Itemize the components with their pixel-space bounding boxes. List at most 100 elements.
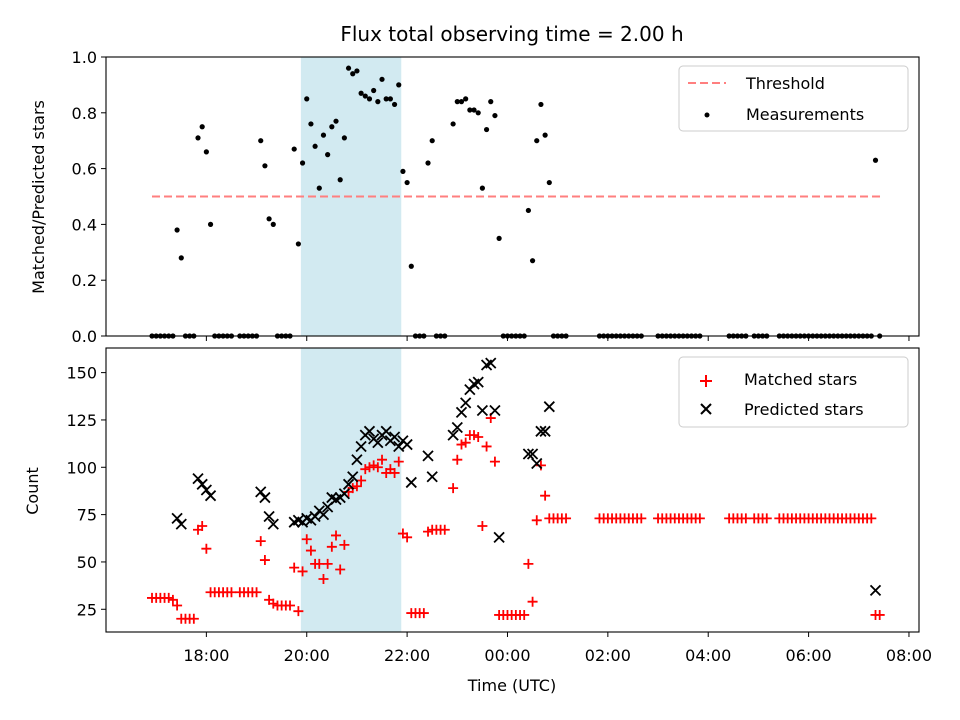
matched-point — [439, 524, 450, 535]
predicted-point — [869, 584, 882, 596]
matched-point — [322, 558, 333, 569]
measurement-point — [538, 101, 544, 108]
measurement-point — [371, 87, 377, 94]
predicted-point — [422, 450, 434, 462]
predicted-point — [522, 448, 535, 460]
measurement-point — [350, 71, 356, 77]
predicted-point — [342, 478, 355, 490]
matched-point — [201, 543, 212, 554]
predicted-point — [347, 471, 359, 483]
count-y-tick-label: 75 — [77, 506, 97, 525]
ratio-y-tick-label: 0.4 — [72, 215, 97, 234]
measurement-point — [329, 124, 335, 130]
measurement-point — [525, 207, 531, 214]
measurement-point — [488, 99, 494, 105]
measurement-point — [203, 149, 209, 155]
ratio-y-tick-label: 0.0 — [72, 327, 97, 346]
count-y-tick-label: 125 — [66, 411, 97, 430]
matched-point — [448, 483, 459, 494]
measurement-point — [463, 96, 469, 102]
measurement-point — [450, 121, 456, 127]
measurement-point — [358, 90, 364, 96]
ratio-y-ticks: 0.0 0.2 0.4 0.6 0.8 1.0 — [72, 48, 106, 346]
measurement-point — [345, 65, 352, 71]
predicted-point — [267, 518, 279, 530]
predicted-point — [196, 478, 208, 490]
predicted-point — [489, 404, 501, 417]
legend-threshold-label: Threshold — [745, 74, 825, 93]
ratio-y-tick-label: 0.8 — [72, 104, 97, 123]
measurement-point — [429, 138, 435, 144]
predicted-point — [472, 376, 484, 388]
predicted-points — [171, 357, 882, 596]
ratio-y-tick-label: 0.2 — [72, 271, 97, 290]
measurement-point — [375, 99, 381, 105]
matched-point — [636, 513, 647, 524]
measurement-point — [341, 135, 347, 141]
matched-point — [331, 530, 342, 541]
matched-point — [172, 600, 183, 611]
predicted-point — [175, 518, 187, 530]
measurement-point — [362, 93, 368, 99]
count-x-tick-label: 04:00 — [685, 646, 731, 665]
matched-point — [418, 608, 429, 619]
predicted-point — [171, 512, 183, 525]
count-y-tick-label: 100 — [66, 458, 97, 477]
predicted-point — [476, 404, 489, 417]
predicted-point — [255, 486, 267, 498]
measurement-point — [366, 96, 373, 102]
measurement-point — [295, 241, 301, 247]
count-legend-box — [678, 356, 909, 428]
matched-point — [197, 520, 208, 531]
predicted-point — [526, 448, 539, 460]
matched-point — [519, 609, 530, 620]
matched-point — [540, 490, 551, 501]
count-x-tick-label: 08:00 — [886, 646, 932, 665]
measurement-point — [178, 255, 184, 261]
count-y-ticks: 25 50 75 100 125 150 — [66, 364, 106, 619]
predicted-point — [447, 429, 459, 441]
measurement-point — [467, 107, 473, 113]
ratio-panel: 0.0 0.2 0.4 0.6 0.8 1.0 Matched/Predicted sta… — [29, 48, 920, 346]
predicted-point — [531, 457, 543, 470]
matched-point — [489, 456, 500, 467]
count-x-ticks: 18:00 20:00 22:00 00:00 02:00 04:00 06:00 08:00 — [183, 632, 932, 665]
matched-point — [377, 454, 388, 465]
measurement-point — [483, 126, 490, 133]
predicted-point — [259, 491, 271, 504]
predicted-point — [388, 431, 401, 443]
measurement-point — [266, 216, 272, 222]
ratio-legend-box — [678, 65, 909, 132]
predicted-point — [393, 440, 405, 453]
matched-point — [259, 555, 270, 566]
predicted-point — [204, 490, 217, 502]
measurement-point — [534, 138, 540, 144]
matched-point — [561, 513, 572, 524]
chart-title: Flux total observing time = 2.00 h — [340, 22, 683, 46]
matched-point — [402, 532, 413, 543]
measurement-point — [542, 132, 548, 138]
matched-point — [314, 558, 325, 569]
matched-point — [452, 454, 463, 465]
ratio-frame — [105, 56, 920, 337]
matched-point — [255, 536, 266, 547]
ratio-x-ticks — [205, 336, 910, 341]
measurement-point — [199, 124, 205, 130]
matched-point — [477, 520, 488, 531]
count-x-tick-label: 02:00 — [585, 646, 631, 665]
matched-point — [481, 441, 492, 452]
measurement-point — [379, 76, 385, 82]
matched-point — [460, 437, 471, 448]
predicted-point — [455, 406, 468, 419]
ratio-y-tick-label: 1.0 — [72, 48, 97, 67]
measurement-point — [408, 263, 414, 269]
matched-point — [335, 564, 346, 575]
ratio-y-label: Matched/Predicted stars — [29, 100, 48, 294]
measurement-point — [316, 185, 322, 191]
matched-point — [389, 467, 400, 478]
predicted-point — [355, 440, 367, 453]
predicted-point — [200, 484, 213, 496]
predicted-point — [535, 425, 547, 437]
matched-point — [874, 609, 885, 620]
matched-point — [694, 513, 705, 524]
